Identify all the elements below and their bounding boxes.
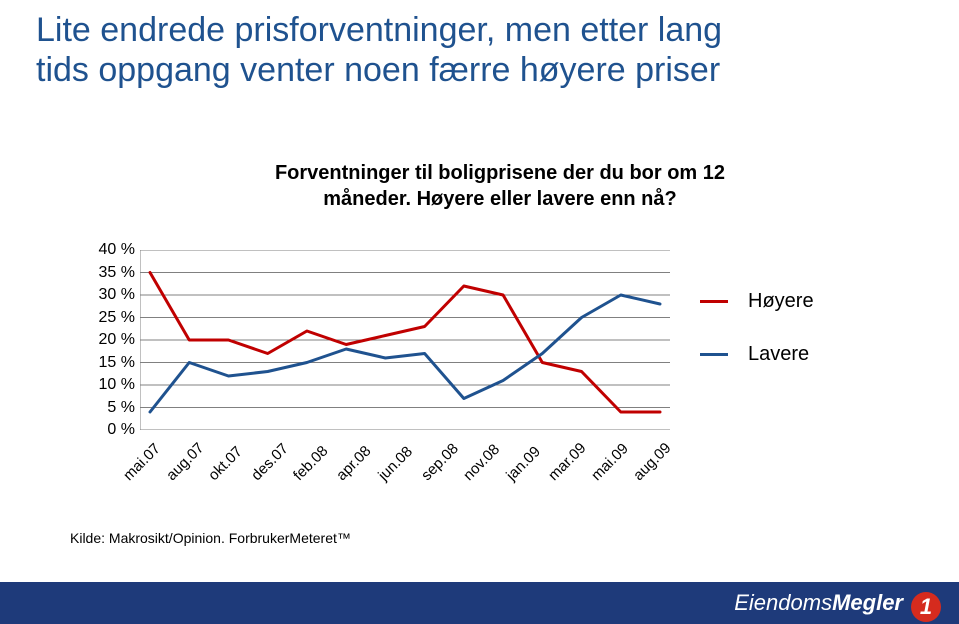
- ytick-label: 20 %: [83, 334, 135, 346]
- legend-swatch: [700, 353, 728, 356]
- ytick-label: 0 %: [83, 424, 135, 436]
- brand-logo: EiendomsMegler 1: [734, 588, 941, 618]
- line-chart: [140, 250, 670, 430]
- chart-container: 0 %5 %10 %15 %20 %25 %30 %35 %40 % mai.0…: [60, 250, 840, 500]
- xtick-label: nov.08: [460, 441, 503, 484]
- xtick-label: jun.08: [375, 443, 416, 484]
- legend-label: Lavere: [748, 343, 809, 366]
- xtick-label: jan.09: [503, 443, 544, 484]
- logo-part2: Megler: [832, 590, 903, 616]
- series-høyere: [150, 273, 660, 413]
- ytick-label: 35 %: [83, 267, 135, 279]
- chart-legend: Høyere Lavere: [700, 290, 814, 396]
- ytick-label: 5 %: [83, 402, 135, 414]
- footer-bar: EiendomsMegler 1: [0, 582, 959, 624]
- ytick-label: 30 %: [83, 289, 135, 301]
- legend-item: Høyere: [700, 290, 814, 313]
- page-title: Lite endrede prisforventninger, men ette…: [36, 10, 796, 90]
- ytick-label: 40 %: [83, 244, 135, 256]
- logo-badge: 1: [911, 592, 941, 622]
- xtick-label: mai.07: [120, 440, 164, 484]
- chart-subtitle: Forventninger til boligprisene der du bo…: [240, 160, 760, 212]
- xtick-label: apr.08: [333, 443, 375, 485]
- series-lavere: [150, 295, 660, 412]
- ytick-label: 15 %: [83, 357, 135, 369]
- chart-source: Kilde: Makrosikt/Opinion. ForbrukerMeter…: [70, 530, 351, 546]
- xtick-label: sep.08: [418, 440, 462, 484]
- xtick-label: mai.09: [588, 440, 632, 484]
- page: Lite endrede prisforventninger, men ette…: [0, 0, 959, 624]
- ytick-label: 25 %: [83, 312, 135, 324]
- xtick-label: feb.08: [290, 443, 332, 485]
- legend-label: Høyere: [748, 290, 814, 313]
- xtick-label: aug.09: [630, 440, 674, 484]
- xtick-label: okt.07: [205, 443, 246, 484]
- xtick-label: des.07: [248, 440, 292, 484]
- xtick-label: aug.07: [163, 440, 207, 484]
- legend-item: Lavere: [700, 343, 814, 366]
- xtick-label: mar.09: [545, 440, 589, 484]
- ytick-label: 10 %: [83, 379, 135, 391]
- logo-part1: Eiendoms: [734, 590, 832, 616]
- legend-swatch: [700, 300, 728, 303]
